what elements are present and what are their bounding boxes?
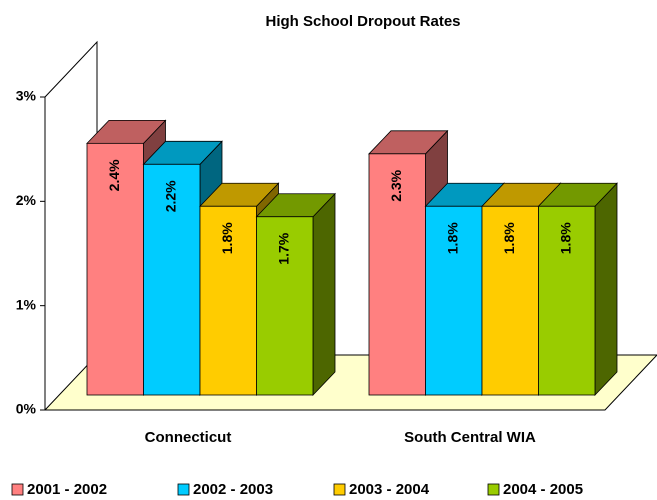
bar-side bbox=[594, 182, 618, 396]
bar-front bbox=[538, 205, 596, 396]
legend-swatch bbox=[333, 483, 346, 496]
legend-label: 2002 - 2003 bbox=[193, 481, 273, 498]
bar-front bbox=[256, 216, 314, 396]
y-tick-label: 3% bbox=[16, 88, 37, 104]
legend-swatch bbox=[487, 483, 500, 496]
legend-label: 2001 - 2002 bbox=[27, 481, 107, 498]
legend-swatch bbox=[11, 483, 24, 496]
chart-title: High School Dropout Rates bbox=[266, 13, 461, 30]
y-tick-label: 0% bbox=[16, 401, 37, 417]
bar bbox=[255, 192, 336, 396]
value-label: 1.8% bbox=[501, 222, 517, 254]
legend-label: 2004 - 2005 bbox=[503, 481, 583, 498]
y-tick-label: 2% bbox=[16, 192, 37, 208]
value-label: 1.8% bbox=[557, 222, 573, 254]
bar-front bbox=[143, 163, 201, 396]
bar bbox=[537, 182, 618, 396]
y-tick-label: 1% bbox=[16, 296, 37, 312]
value-label: 1.8% bbox=[219, 222, 235, 254]
value-label: 2.2% bbox=[162, 180, 178, 212]
x-tick-label: South Central WIA bbox=[404, 429, 536, 446]
value-label: 2.4% bbox=[106, 159, 122, 191]
bar-front bbox=[425, 205, 483, 396]
value-label: 1.7% bbox=[275, 232, 291, 264]
value-label: 1.8% bbox=[444, 222, 460, 254]
bar-front bbox=[368, 153, 426, 396]
value-label: 2.3% bbox=[388, 169, 404, 201]
x-tick-label: Connecticut bbox=[145, 429, 232, 446]
bar-front bbox=[86, 142, 144, 396]
legend-label: 2003 - 2004 bbox=[349, 481, 430, 498]
bar-front bbox=[481, 205, 539, 396]
legend-swatch bbox=[177, 483, 190, 496]
bar-side bbox=[312, 192, 336, 396]
